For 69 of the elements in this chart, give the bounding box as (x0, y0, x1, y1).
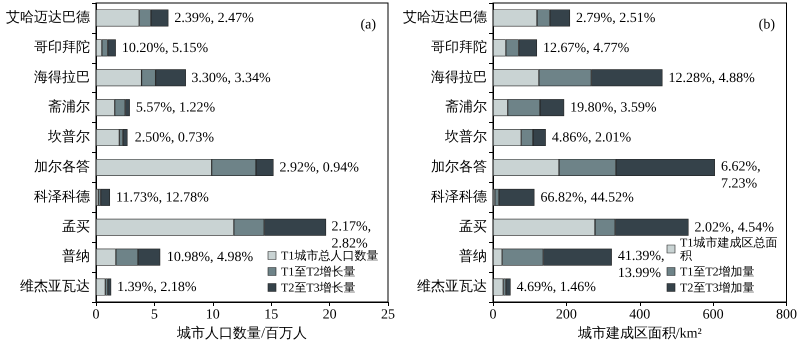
x-tick-label: 400 (629, 308, 650, 322)
bar (100, 188, 110, 206)
bar (122, 129, 128, 146)
y-tick-label: 斋浦尔 (48, 99, 90, 116)
x-tick-label: 0 (92, 308, 100, 322)
y-tick-label: 坎普尔 (47, 128, 90, 146)
y-tick-label: 孟买 (459, 218, 487, 235)
annotation: 2.39%, 2.47% (174, 10, 254, 26)
annotation: 66.82%, 44.52% (540, 190, 634, 206)
legend-label: T2至T3增长量 (281, 280, 356, 294)
annotation: 41.39%, 13.99% (618, 249, 665, 282)
x-tick-label: 10 (206, 308, 220, 322)
annotation: 11.73%, 12.78% (116, 190, 210, 206)
y-tick-label: 海得拉巴 (34, 69, 90, 86)
legend-label: T1至T2增长量 (281, 264, 356, 278)
x-axis-title: 城市人口数量/百万人 (176, 325, 307, 342)
annotation: 1.39%, 2.18% (117, 280, 197, 296)
x-tick-label: 5 (150, 308, 158, 322)
bar (96, 129, 120, 146)
y-tick-label: 维杰亚瓦达 (417, 278, 487, 295)
annotation: 12.28%, 4.88% (668, 70, 756, 86)
bar (493, 278, 504, 296)
annotation: 2.92%, 0.94% (280, 160, 360, 176)
annotation: 10.20%, 5.15% (122, 40, 209, 56)
y-tick-label: 科泽科德 (34, 188, 90, 205)
y-tick-label: 坎普尔 (444, 128, 487, 146)
x-tick-label: 25 (381, 308, 395, 322)
bar (506, 278, 511, 296)
annotation: 5.57%, 1.22% (136, 100, 216, 116)
y-tick-label: 维杰亚瓦达 (20, 278, 90, 295)
x-tick-label: 15 (264, 308, 278, 322)
y-tick-label: 哥印拜陀 (34, 39, 90, 56)
annotation: 2.50%, 0.73% (134, 130, 214, 146)
legend-label: T1城市总人口数量 (281, 248, 378, 262)
x-tick-label: 20 (322, 308, 337, 322)
y-tick-label: 普纳 (459, 248, 487, 265)
bar (108, 278, 112, 296)
annotation: 3.30%, 3.34% (191, 70, 272, 86)
x-tick-label: 600 (702, 308, 724, 322)
y-tick-label: 艾哈迈达巴德 (6, 9, 90, 26)
legend-label: T1至T2增加量 (680, 264, 755, 278)
y-tick-label: 科泽科德 (431, 188, 487, 205)
y-tick-label: 斋浦尔 (445, 99, 487, 116)
legend-label: T2至T3增加量 (680, 280, 755, 294)
annotation: (b) (758, 18, 776, 32)
x-tick-label: 0 (490, 308, 496, 322)
bar (498, 188, 534, 206)
annotation: 2.17%, 2.82% (332, 219, 372, 252)
annotation: 4.86%, 2.01% (552, 130, 632, 146)
annotation: 6.62%, 7.23% (720, 159, 761, 192)
y-tick-label: 海得拉巴 (431, 69, 487, 86)
y-tick-label: 孟买 (62, 218, 90, 235)
annotation: (a) (360, 18, 376, 32)
y-tick-label: 加尔各答 (34, 158, 90, 175)
y-tick-label: 加尔各答 (431, 158, 487, 175)
annotation: 4.69%, 1.46% (516, 280, 596, 296)
annotation: 2.02%, 4.54% (694, 220, 774, 236)
x-tick-label: 200 (556, 308, 577, 322)
y-tick-label: 艾哈迈达巴德 (403, 9, 487, 26)
bar (96, 278, 106, 296)
legend-label: T1城市建成区总面积 (680, 236, 778, 262)
annotation: 19.80%, 3.59% (570, 100, 657, 116)
y-tick-label: 普纳 (62, 248, 90, 265)
y-tick-label: 哥印拜陀 (431, 39, 487, 56)
annotation: 2.79%, 2.51% (576, 10, 656, 26)
annotation: 12.67%, 4.77% (543, 40, 630, 56)
annotation: 10.98%, 4.98% (166, 250, 254, 266)
x-tick-label: 800 (776, 308, 797, 322)
x-axis-title: 城市建成区面积/km² (576, 325, 702, 342)
